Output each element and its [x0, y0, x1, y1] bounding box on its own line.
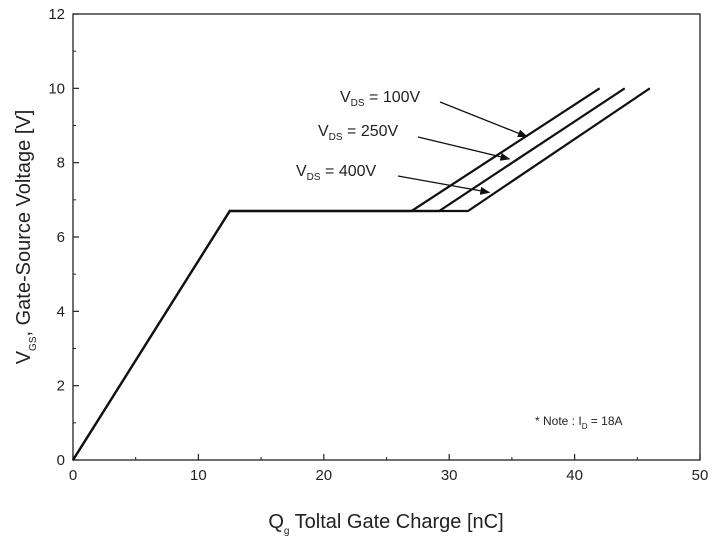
note-label: * Note : ID = 18A	[535, 414, 623, 431]
y-tick-label: 6	[57, 229, 65, 246]
series-line-2	[72, 87, 626, 461]
annotation-arrow-3	[397, 175, 491, 195]
x-tick-label: 30	[441, 467, 458, 484]
y-tick-label: 10	[48, 80, 65, 97]
plot-frame	[72, 13, 701, 461]
x-tick-label: 40	[566, 467, 583, 484]
series-line-3	[72, 87, 651, 461]
annotation-group: VDS = 100V VDS = 250V VDS = 400V	[296, 89, 528, 195]
annotation-arrow-2	[417, 136, 511, 161]
annotation-label-1: VDS = 100V	[340, 89, 421, 109]
y-axis-title: VGS, Gate-Source Voltage [V]	[13, 110, 39, 365]
series-line-1	[72, 87, 601, 461]
annotation-label-3: VDS = 400V	[296, 163, 377, 183]
x-axis-title: Qg Toltal Gate Charge [nC]	[268, 511, 503, 537]
x-tick-label: 50	[692, 467, 709, 484]
x-axis: 0 10 20 30 40 50	[69, 454, 709, 484]
annotation-arrow-1	[439, 101, 528, 138]
series-group	[72, 87, 651, 461]
y-axis: 0 2 4 6 8 10 12	[48, 6, 79, 469]
annotation-label-2: VDS = 250V	[318, 123, 399, 143]
y-tick-label: 2	[57, 378, 65, 395]
y-tick-label: 8	[57, 155, 65, 172]
y-tick-label: 4	[57, 303, 65, 320]
y-tick-label: 12	[48, 6, 65, 23]
x-tick-label: 20	[315, 467, 332, 484]
y-tick-label: 0	[57, 452, 65, 469]
x-tick-label: 0	[69, 467, 77, 484]
x-tick-label: 10	[190, 467, 207, 484]
